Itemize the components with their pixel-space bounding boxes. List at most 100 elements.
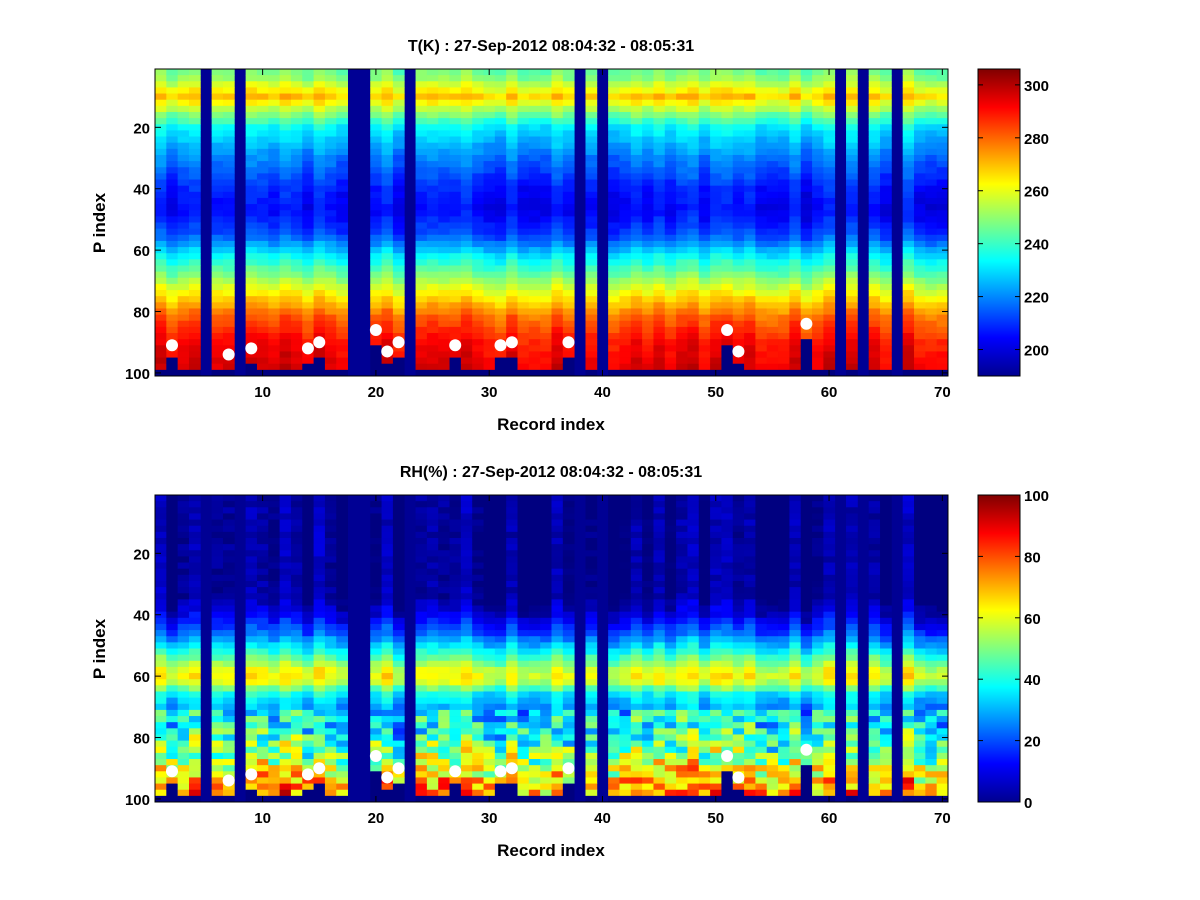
temperature-cell [687,357,700,365]
temperature-cell [449,161,462,168]
temperature-cell [506,240,518,248]
temperature-cell [279,351,292,358]
humidity-cell [551,783,564,791]
temperature-cell [562,105,575,113]
temperature-cell [449,204,462,211]
temperature-cell [222,69,235,76]
temperature-cell [925,179,938,187]
temperature-cell [324,253,337,260]
temperature-cell [755,259,768,266]
humidity-cell [370,728,382,735]
temperature-cell [823,197,836,205]
temperature-cell [494,124,507,131]
humidity-cell [426,636,439,643]
temperature-cell [290,240,303,248]
humidity-cell [268,636,281,643]
temperature-cell [415,345,428,352]
humidity-cell [642,660,654,668]
temperature-cell [540,240,552,248]
temperature-cell [166,222,179,230]
temperature-cell [936,204,949,211]
humidity-cell [222,593,235,600]
temperature-cell [868,81,881,88]
temperature-cell [336,167,348,174]
temperature-cell [880,111,892,119]
temperature-cell [698,191,711,199]
temperature-y-tick-label: 100 [125,366,150,383]
temperature-cell [177,302,190,309]
humidity-cell [177,691,190,699]
temperature-cell [744,185,756,193]
temperature-cell [766,93,779,101]
humidity-cell [177,605,190,613]
temperature-cell [812,210,824,217]
humidity-cell [619,752,632,760]
temperature-cell [155,320,167,328]
temperature-cell [698,234,711,242]
temperature-cell [517,111,530,119]
temperature-cell [313,265,326,273]
humidity-cell [245,599,258,606]
humidity-cell [528,697,541,705]
temperature-cell [279,179,292,187]
temperature-cell [664,142,677,150]
temperature-cell [256,320,269,328]
temperature-cell [472,161,484,168]
temperature-cell [619,154,632,162]
humidity-cell [449,593,462,600]
temperature-cell [732,185,745,193]
humidity-cell [585,728,598,735]
humidity-cell [562,795,575,803]
humidity-cell [472,599,484,606]
humidity-cell [222,587,235,594]
humidity-cell [585,697,598,705]
temperature-surface-marker [505,336,518,349]
temperature-cell [166,271,179,279]
temperature-cell [540,185,552,193]
humidity-cell [268,666,281,674]
temperature-cell [222,204,235,211]
humidity-cell [630,531,643,539]
humidity-cell [642,544,654,551]
humidity-cell [562,605,575,613]
temperature-cell [710,81,722,88]
humidity-cell [392,660,405,668]
humidity-cell [630,685,643,692]
humidity-cell [608,783,620,791]
humidity-cell [540,519,552,527]
temperature-cell [914,118,926,125]
temperature-cell [324,363,337,371]
temperature-cell [245,167,258,174]
temperature-cell [823,216,836,223]
temperature-cell [789,320,802,328]
temperature-cell [188,326,201,334]
temperature-cell [902,228,915,236]
humidity-cell [188,507,201,514]
humidity-cell [415,519,428,527]
temperature-cell [698,179,711,187]
temperature-cell [188,339,201,346]
humidity-cell [562,673,575,680]
humidity-cell [517,752,530,760]
temperature-cell [562,369,575,377]
temperature-cell [245,363,258,371]
humidity-cell [528,495,541,502]
humidity-cell [585,611,598,619]
temperature-cell [540,277,552,285]
temperature-cell [268,161,281,168]
humidity-cell [313,605,326,613]
humidity-cell [268,568,281,576]
temperature-cell [155,154,167,162]
temperature-cell [778,161,790,168]
humidity-cell [392,654,405,662]
humidity-cell [313,556,326,563]
humidity-cell [438,630,450,637]
humidity-cell [188,679,201,686]
temperature-cell [211,308,224,315]
temperature-cell [177,222,190,230]
humidity-cell [415,691,428,699]
temperature-cell [460,87,473,94]
humidity-cell [302,728,314,735]
temperature-cell [766,308,779,315]
temperature-cell [789,290,802,297]
